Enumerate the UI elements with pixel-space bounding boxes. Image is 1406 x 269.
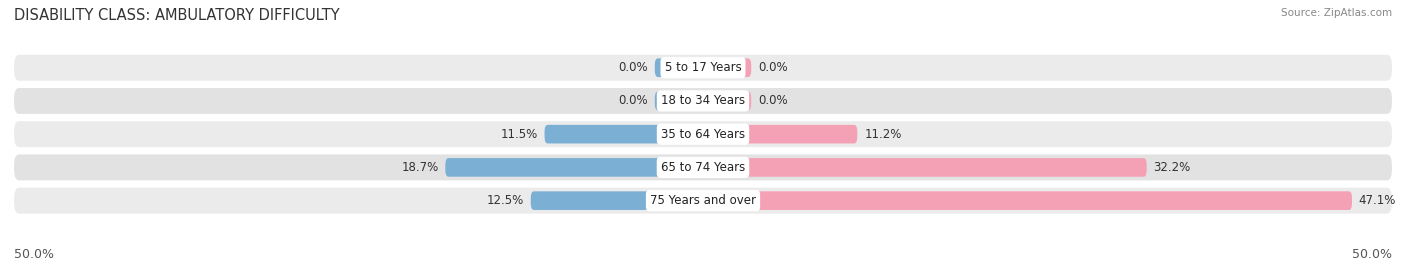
Text: 12.5%: 12.5% (486, 194, 524, 207)
FancyBboxPatch shape (703, 191, 1353, 210)
FancyBboxPatch shape (14, 188, 1392, 214)
Text: 11.5%: 11.5% (501, 128, 537, 141)
Text: 65 to 74 Years: 65 to 74 Years (661, 161, 745, 174)
Text: 35 to 64 Years: 35 to 64 Years (661, 128, 745, 141)
Text: Source: ZipAtlas.com: Source: ZipAtlas.com (1281, 8, 1392, 18)
FancyBboxPatch shape (531, 191, 703, 210)
FancyBboxPatch shape (14, 88, 1392, 114)
Text: 0.0%: 0.0% (758, 61, 787, 74)
Text: 0.0%: 0.0% (619, 61, 648, 74)
Text: DISABILITY CLASS: AMBULATORY DIFFICULTY: DISABILITY CLASS: AMBULATORY DIFFICULTY (14, 8, 340, 23)
FancyBboxPatch shape (14, 55, 1392, 81)
Text: 5 to 17 Years: 5 to 17 Years (665, 61, 741, 74)
FancyBboxPatch shape (14, 121, 1392, 147)
FancyBboxPatch shape (655, 58, 703, 77)
Text: 18.7%: 18.7% (401, 161, 439, 174)
FancyBboxPatch shape (703, 158, 1147, 177)
Text: 0.0%: 0.0% (758, 94, 787, 107)
FancyBboxPatch shape (544, 125, 703, 143)
Text: 0.0%: 0.0% (619, 94, 648, 107)
Text: 50.0%: 50.0% (14, 248, 53, 261)
Text: 11.2%: 11.2% (865, 128, 901, 141)
FancyBboxPatch shape (703, 125, 858, 143)
Text: 50.0%: 50.0% (1353, 248, 1392, 261)
Text: 47.1%: 47.1% (1358, 194, 1396, 207)
FancyBboxPatch shape (655, 92, 703, 110)
FancyBboxPatch shape (446, 158, 703, 177)
FancyBboxPatch shape (703, 92, 751, 110)
Text: 32.2%: 32.2% (1153, 161, 1191, 174)
FancyBboxPatch shape (703, 58, 751, 77)
FancyBboxPatch shape (14, 154, 1392, 180)
Text: 18 to 34 Years: 18 to 34 Years (661, 94, 745, 107)
Text: 75 Years and over: 75 Years and over (650, 194, 756, 207)
